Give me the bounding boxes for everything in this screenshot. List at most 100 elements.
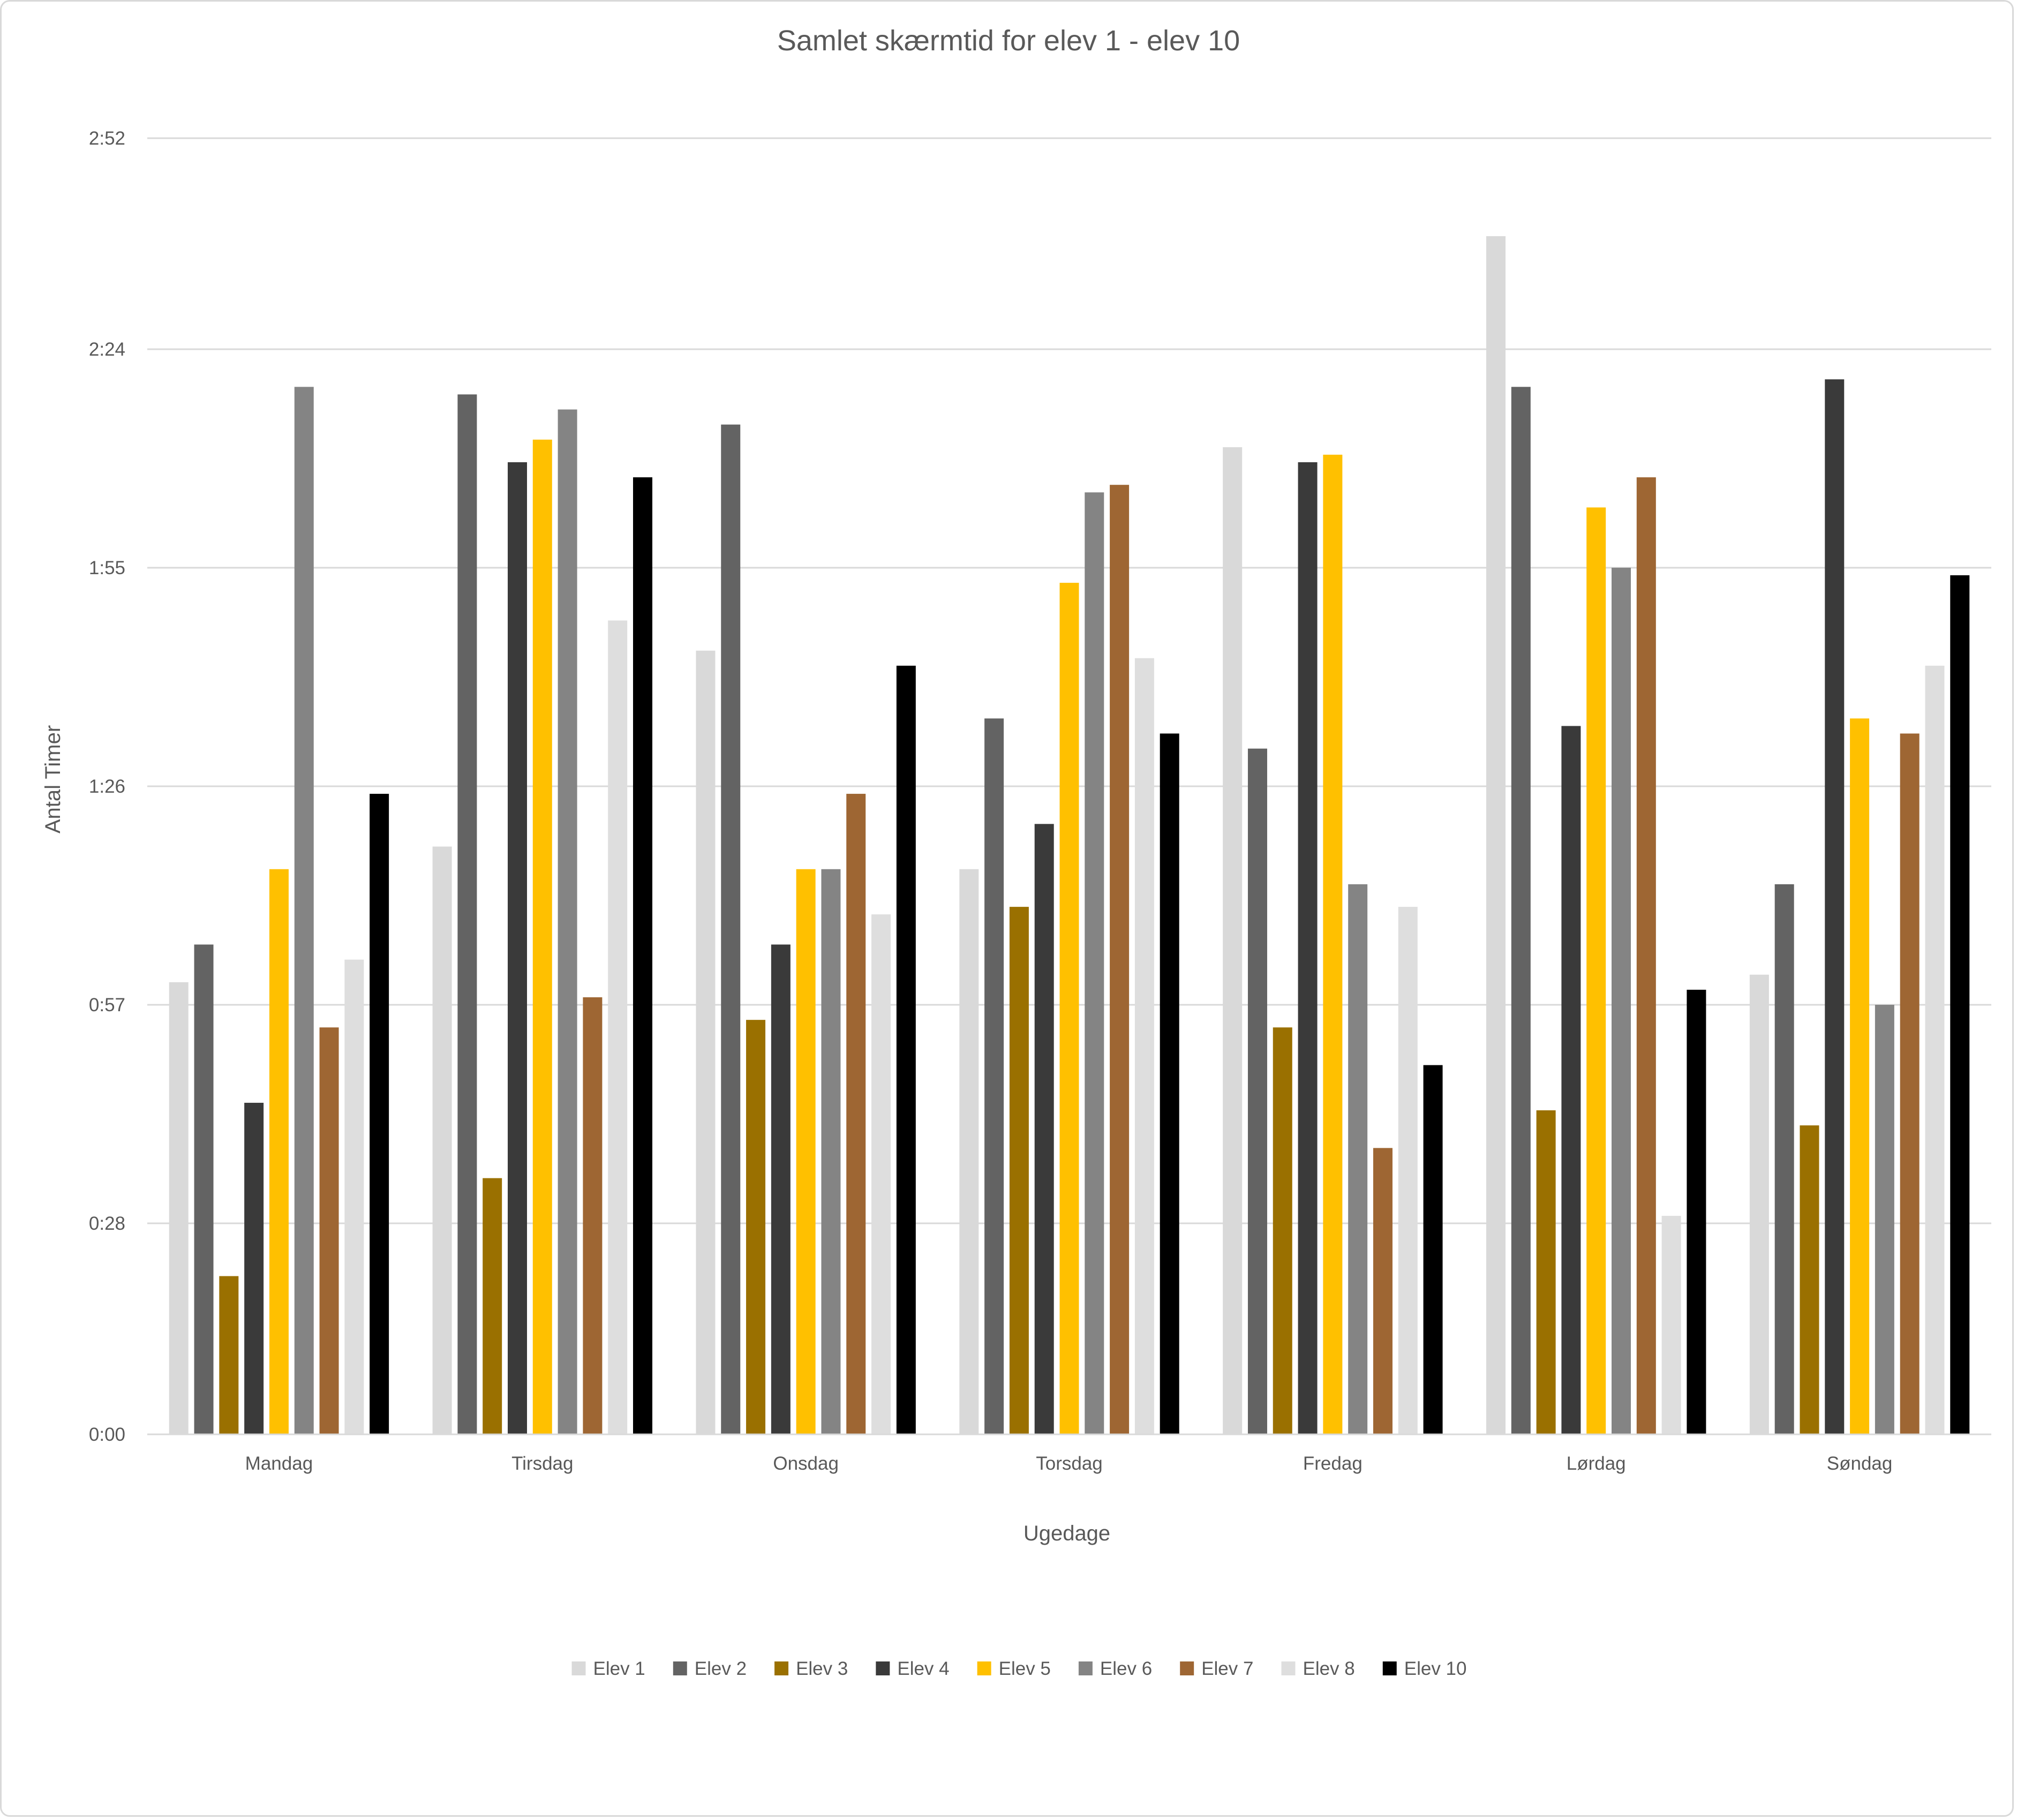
legend-swatch xyxy=(673,1661,687,1675)
bar xyxy=(1398,907,1418,1434)
bar xyxy=(821,869,841,1434)
bar xyxy=(1134,658,1154,1434)
bar xyxy=(1825,379,1845,1434)
legend-swatch xyxy=(1281,1661,1296,1675)
bar xyxy=(344,959,364,1434)
bar xyxy=(1774,884,1794,1434)
x-tick-label: Tirsdag xyxy=(511,1453,573,1474)
legend-swatch xyxy=(1180,1661,1194,1675)
y-tick-label: 0:57 xyxy=(89,995,125,1016)
legend-swatch xyxy=(571,1661,586,1675)
bar xyxy=(169,982,189,1434)
y-tick-label: 0:00 xyxy=(89,1424,125,1445)
legend-label: Elev 5 xyxy=(999,1658,1051,1679)
bar xyxy=(1850,718,1870,1434)
bar xyxy=(633,477,652,1434)
legend-label: Elev 7 xyxy=(1201,1658,1253,1679)
bar xyxy=(1900,733,1920,1434)
legend-swatch xyxy=(876,1661,890,1675)
y-tick-label: 2:24 xyxy=(89,339,125,360)
bar xyxy=(507,462,527,1434)
bar xyxy=(721,424,741,1435)
bar xyxy=(696,650,716,1434)
bar xyxy=(871,914,891,1434)
legend-swatch xyxy=(1078,1661,1093,1675)
bar xyxy=(1059,583,1079,1434)
bar xyxy=(1423,1065,1443,1434)
legend-label: Elev 4 xyxy=(897,1658,949,1679)
bar xyxy=(1223,447,1243,1434)
legend-label: Elev 2 xyxy=(695,1658,747,1679)
bar xyxy=(294,387,314,1435)
bar xyxy=(1160,733,1179,1434)
bar xyxy=(1925,665,1945,1434)
bar xyxy=(532,439,552,1434)
bar xyxy=(746,1020,766,1434)
bar xyxy=(896,665,916,1434)
legend-swatch xyxy=(1382,1661,1397,1675)
bar xyxy=(1298,462,1318,1434)
x-tick-label: Onsdag xyxy=(773,1453,839,1474)
bar xyxy=(1950,575,1970,1434)
y-tick-label: 2:52 xyxy=(89,128,125,149)
bar xyxy=(1636,477,1656,1434)
bar xyxy=(1323,454,1343,1435)
bar xyxy=(1612,567,1631,1434)
bar xyxy=(1348,884,1368,1434)
y-tick-label: 1:55 xyxy=(89,558,125,578)
bar xyxy=(1586,507,1606,1434)
bar xyxy=(771,944,791,1434)
gridlines xyxy=(147,137,1991,1224)
bar xyxy=(1536,1110,1556,1434)
bar xyxy=(1373,1148,1393,1434)
bar xyxy=(583,997,603,1434)
legend-swatch xyxy=(977,1661,991,1675)
legend-label: Elev 10 xyxy=(1404,1658,1467,1679)
bar xyxy=(219,1276,239,1434)
x-axis-title: Ugedage xyxy=(1023,1522,1110,1545)
y-axis-title: Antal Timer xyxy=(41,725,65,833)
bar xyxy=(457,394,477,1434)
bar xyxy=(558,409,577,1434)
bar xyxy=(1034,824,1054,1434)
y-tick-label: 1:26 xyxy=(89,776,125,797)
bar xyxy=(370,794,389,1434)
x-axis-ticks: Mandag Tirsdag Onsdag Torsdag Fredag Lørdag Sø… xyxy=(245,1453,1893,1474)
x-tick-label: Fredag xyxy=(1303,1453,1363,1474)
bars xyxy=(169,236,1970,1435)
x-tick-label: Søndag xyxy=(1827,1453,1893,1474)
legend-label: Elev 1 xyxy=(593,1658,645,1679)
bar xyxy=(1687,989,1706,1434)
bar xyxy=(1110,485,1130,1435)
y-tick-label: 0:28 xyxy=(89,1213,125,1234)
bar xyxy=(269,869,289,1434)
x-tick-label: Lørdag xyxy=(1567,1453,1626,1474)
x-tick-label: Torsdag xyxy=(1036,1453,1103,1474)
legend-swatch xyxy=(774,1661,789,1675)
bar xyxy=(1273,1027,1292,1434)
bar xyxy=(1511,387,1531,1435)
bar xyxy=(319,1027,339,1434)
x-tick-label: Mandag xyxy=(245,1453,313,1474)
bar xyxy=(796,869,816,1434)
bar xyxy=(959,869,979,1434)
bar xyxy=(483,1178,502,1434)
legend: Elev 1 Elev 2 Elev 3 Elev 4 Elev 5 Elev 6 Elev… xyxy=(571,1658,1467,1679)
bar xyxy=(194,944,214,1434)
bar xyxy=(1247,748,1267,1434)
bar xyxy=(244,1102,264,1434)
bar xyxy=(1009,907,1029,1434)
legend-label: Elev 8 xyxy=(1303,1658,1354,1679)
bar xyxy=(1800,1125,1819,1434)
bar xyxy=(1561,726,1581,1434)
bar xyxy=(432,846,452,1434)
bar xyxy=(846,794,866,1434)
y-axis-ticks: 0:00 0:28 0:57 1:26 1:55 2:24 2:52 xyxy=(89,128,125,1445)
legend-label: Elev 6 xyxy=(1100,1658,1152,1679)
bar xyxy=(1661,1215,1681,1434)
bar xyxy=(1749,974,1769,1434)
bar xyxy=(984,718,1004,1434)
bar xyxy=(1085,492,1104,1434)
